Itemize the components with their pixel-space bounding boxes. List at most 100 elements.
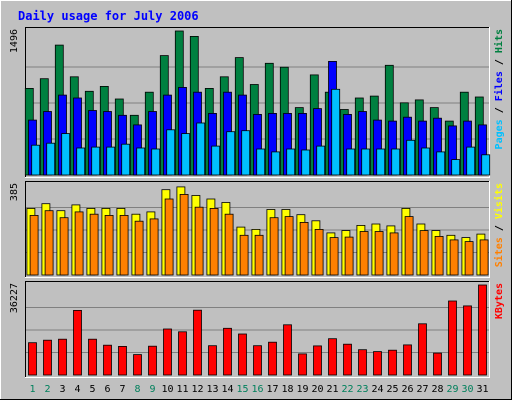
bar-kbytes-day-8	[133, 354, 142, 376]
bar-sites-day-17	[269, 217, 279, 276]
x-tick-label-8: 8	[134, 384, 140, 395]
bar-kbytes-day-4	[73, 309, 82, 376]
bar-sites-day-16	[254, 234, 264, 276]
x-tick-label-4: 4	[74, 384, 80, 395]
bar-pages-day-11	[181, 133, 191, 176]
bar-kbytes-day-14	[223, 327, 232, 376]
chart-panel-1: 1496 Pages / Files / Hits	[9, 27, 505, 178]
bar-pages-day-28	[436, 151, 446, 176]
y-max-label: 36227	[9, 283, 20, 313]
bar-pages-day-22	[346, 148, 356, 176]
bar-sites-day-9	[149, 218, 159, 276]
bar-pages-day-4	[76, 147, 86, 176]
bar-pages-day-23	[361, 148, 371, 176]
bar-sites-day-20	[314, 228, 324, 276]
x-tick-label-28: 28	[431, 384, 443, 395]
bar-kbytes-day-29	[448, 300, 457, 376]
bar-sites-day-27	[419, 230, 429, 276]
x-tick-label-26: 26	[401, 384, 413, 395]
bar-sites-day-21	[329, 237, 339, 276]
x-tick-label-23: 23	[356, 384, 368, 395]
bar-kbytes-day-22	[343, 343, 352, 376]
bar-pages-day-7	[121, 143, 131, 176]
bar-pages-day-16	[256, 148, 266, 176]
bar-sites-day-30	[464, 241, 474, 276]
bar-sites-day-13	[209, 207, 219, 276]
series-pages	[31, 88, 491, 176]
chart-panel-2: 385 Sites / Visits	[9, 181, 505, 278]
bar-kbytes-day-1	[28, 342, 37, 376]
x-tick-label-3: 3	[59, 384, 65, 395]
bar-pages-day-1	[31, 144, 41, 176]
legend-entry: /	[494, 53, 505, 71]
y-max-label: 1496	[9, 29, 20, 53]
bar-pages-day-18	[286, 148, 296, 176]
legend-entry: Hits	[493, 29, 505, 53]
x-tick-label-2: 2	[44, 384, 50, 395]
bar-kbytes-day-28	[433, 352, 442, 376]
bar-sites-day-1	[29, 214, 39, 276]
bar-kbytes-day-6	[103, 344, 112, 376]
bar-sites-day-7	[119, 214, 129, 276]
bar-kbytes-day-16	[253, 345, 262, 376]
bar-pages-day-21	[331, 88, 341, 176]
x-tick-label-27: 27	[416, 384, 428, 395]
legend-entry: Visits	[493, 183, 505, 219]
chart-panels: 1496 Pages / Files / Hits 385 Sites / Visit…	[9, 27, 505, 378]
bar-kbytes-day-21	[328, 338, 337, 376]
bar-sites-day-10	[164, 198, 174, 276]
bar-sites-day-8	[134, 220, 144, 276]
x-tick-label-12: 12	[191, 384, 203, 395]
x-tick-label-18: 18	[281, 384, 293, 395]
bar-sites-day-18	[284, 216, 294, 276]
legend-entry: /	[494, 219, 505, 237]
bar-kbytes-day-13	[208, 345, 217, 376]
x-tick-label-31: 31	[476, 384, 488, 395]
x-tick-label-24: 24	[371, 384, 383, 395]
bar-sites-day-23	[359, 231, 369, 276]
bar-kbytes-day-19	[298, 353, 307, 376]
bar-kbytes-day-24	[373, 351, 382, 376]
bar-pages-day-24	[376, 148, 386, 176]
bar-sites-day-3	[59, 217, 69, 276]
x-tick-label-1: 1	[29, 384, 35, 395]
x-tick-label-21: 21	[326, 384, 338, 395]
bar-pages-day-19	[301, 149, 311, 176]
legend-entry: Pages	[494, 119, 505, 149]
bar-sites-day-5	[89, 213, 99, 276]
bar-pages-day-13	[211, 145, 221, 176]
bar-kbytes-day-9	[148, 345, 157, 376]
x-tick-label-25: 25	[386, 384, 398, 395]
x-tick-label-15: 15	[236, 384, 248, 395]
bar-pages-day-5	[91, 146, 101, 176]
x-axis: 1 2 3 4 5 6 7 8 9 10 11 12 13 14 15 16 17 18 19 20 21 22 23 24 2…	[29, 384, 488, 395]
bar-pages-day-26	[406, 139, 416, 176]
bar-kbytes-day-7	[118, 345, 127, 376]
bar-sites-day-6	[104, 214, 114, 276]
x-tick-label-5: 5	[89, 384, 95, 395]
series-kbytes	[28, 284, 487, 376]
bar-sites-day-14	[224, 213, 234, 276]
bar-kbytes-day-10	[163, 328, 172, 376]
bar-pages-day-10	[166, 129, 176, 176]
bar-pages-day-25	[391, 148, 401, 176]
x-tick-label-22: 22	[341, 384, 353, 395]
bar-kbytes-day-18	[283, 324, 292, 376]
bar-sites-day-4	[74, 211, 84, 276]
bar-pages-day-27	[421, 147, 431, 176]
bar-pages-day-6	[106, 146, 116, 176]
bar-pages-day-30	[466, 146, 476, 176]
bar-pages-day-8	[136, 147, 146, 176]
x-tick-label-10: 10	[161, 384, 173, 395]
legend-entry: KBytes	[494, 283, 505, 319]
bar-sites-day-28	[434, 235, 444, 276]
bar-sites-day-29	[449, 239, 459, 276]
chart-title: Daily usage for July 2006	[18, 9, 199, 23]
legend: KBytes	[494, 283, 505, 319]
legend: Sites / Visits	[493, 183, 505, 267]
bar-sites-day-19	[299, 221, 309, 276]
bar-kbytes-day-20	[313, 345, 322, 376]
bar-pages-day-2	[46, 142, 56, 176]
